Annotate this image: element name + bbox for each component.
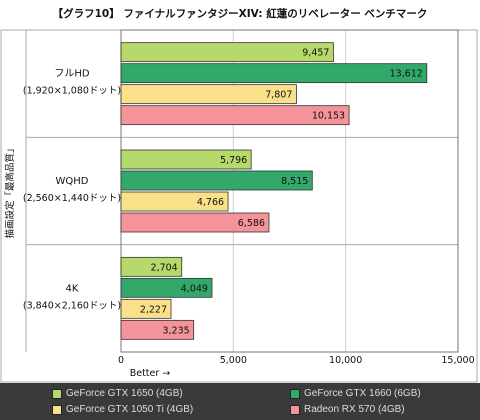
legend-item-gtx1660: GeForce GTX 1660 (6GB): [290, 388, 421, 399]
bar-3-0: [120, 105, 350, 126]
category-label: フルHD: [54, 69, 90, 80]
bar-3-2: [120, 319, 195, 340]
data-label: 2,704: [151, 262, 178, 273]
x-tick-label: 15,000: [441, 355, 474, 366]
category-sublabel: (1,920×1,080ドット): [23, 86, 121, 97]
legend-item-gtx1050ti: GeForce GTX 1050 Ti (4GB): [52, 404, 193, 415]
legend-label-gtx1050ti: GeForce GTX 1050 Ti (4GB): [66, 404, 194, 415]
legend-label-rx570: Radeon RX 570 (4GB): [304, 404, 405, 415]
plot-area: [120, 29, 459, 353]
x-tick-label: 5,000: [220, 355, 247, 366]
bar-2-2: [120, 298, 172, 319]
legend-swatch-gtx1050ti: [52, 404, 62, 415]
data-label: 3,235: [162, 325, 189, 336]
legend-swatch-rx570: [290, 404, 300, 415]
data-label: 10,153: [312, 111, 345, 122]
legend-item-rx570: Radeon RX 570 (4GB): [290, 404, 405, 415]
bar-3-1: [120, 212, 270, 233]
data-label: 9,457: [302, 48, 329, 59]
data-label: 2,227: [140, 304, 167, 315]
bar-0-1: [120, 149, 252, 170]
data-label: 6,586: [238, 218, 265, 229]
bar-0-2: [120, 256, 183, 277]
category-label: 4K: [66, 283, 79, 294]
bar-1-0: [120, 63, 428, 84]
category-sublabel: (2,560×1,440ドット): [23, 193, 121, 204]
legend-item-gtx1650: GeForce GTX 1650 (4GB): [52, 388, 183, 399]
data-label: 7,807: [265, 90, 292, 101]
bar-1-1: [120, 170, 313, 191]
bar-1-2: [120, 277, 213, 298]
legend-swatch-gtx1660: [290, 388, 300, 399]
legend-swatch-gtx1650: [52, 388, 62, 399]
data-label: 13,612: [390, 69, 423, 80]
y-axis-title: 描画設定「最高品質」: [4, 143, 16, 238]
legend-label-gtx1660: GeForce GTX 1660 (6GB): [304, 388, 421, 399]
legend-label-gtx1650: GeForce GTX 1650 (4GB): [66, 388, 183, 399]
chart-title: 【グラフ10】 ファイナルファンタジーXIV: 紅蓮のリベレーター ベンチマーク: [53, 7, 428, 20]
category-sublabel: (3,840×2,160ドット): [23, 300, 121, 311]
data-label: 4,049: [181, 283, 208, 294]
x-axis-label: Better →: [130, 368, 171, 379]
category-label: WQHD: [56, 176, 89, 187]
chart-svg: 【グラフ10】 ファイナルファンタジーXIV: 紅蓮のリベレーター ベンチマーク…: [0, 7, 478, 383]
data-label: 8,515: [281, 176, 308, 187]
x-tick-label: 0: [118, 355, 124, 366]
data-label: 4,766: [197, 197, 224, 208]
x-tick-label: 10,000: [329, 355, 362, 366]
bar-2-0: [120, 84, 297, 105]
data-label: 5,796: [220, 155, 247, 166]
bar-0-0: [120, 42, 334, 63]
bar-2-1: [120, 191, 229, 212]
legend: GeForce GTX 1650 (4GB) GeForce GTX 1660 …: [0, 383, 480, 420]
